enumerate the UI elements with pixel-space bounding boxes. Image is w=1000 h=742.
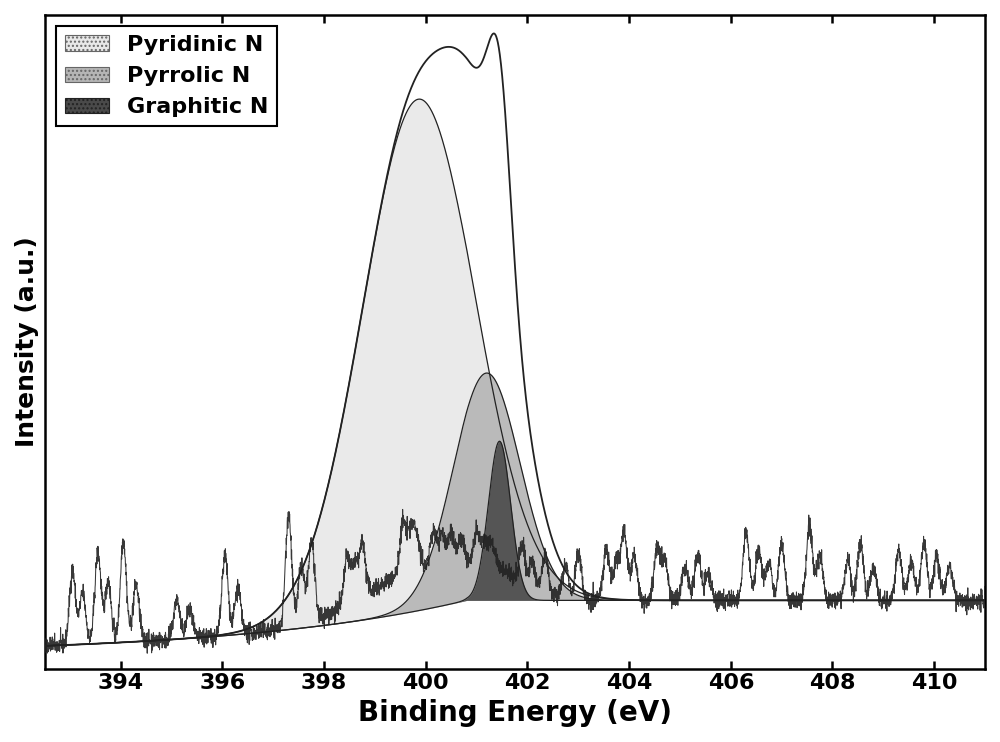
- Legend: Pyridinic N, Pyrrolic N, Graphitic N: Pyridinic N, Pyrrolic N, Graphitic N: [56, 26, 277, 126]
- X-axis label: Binding Energy (eV): Binding Energy (eV): [358, 699, 672, 727]
- Y-axis label: Intensity (a.u.): Intensity (a.u.): [15, 237, 39, 447]
